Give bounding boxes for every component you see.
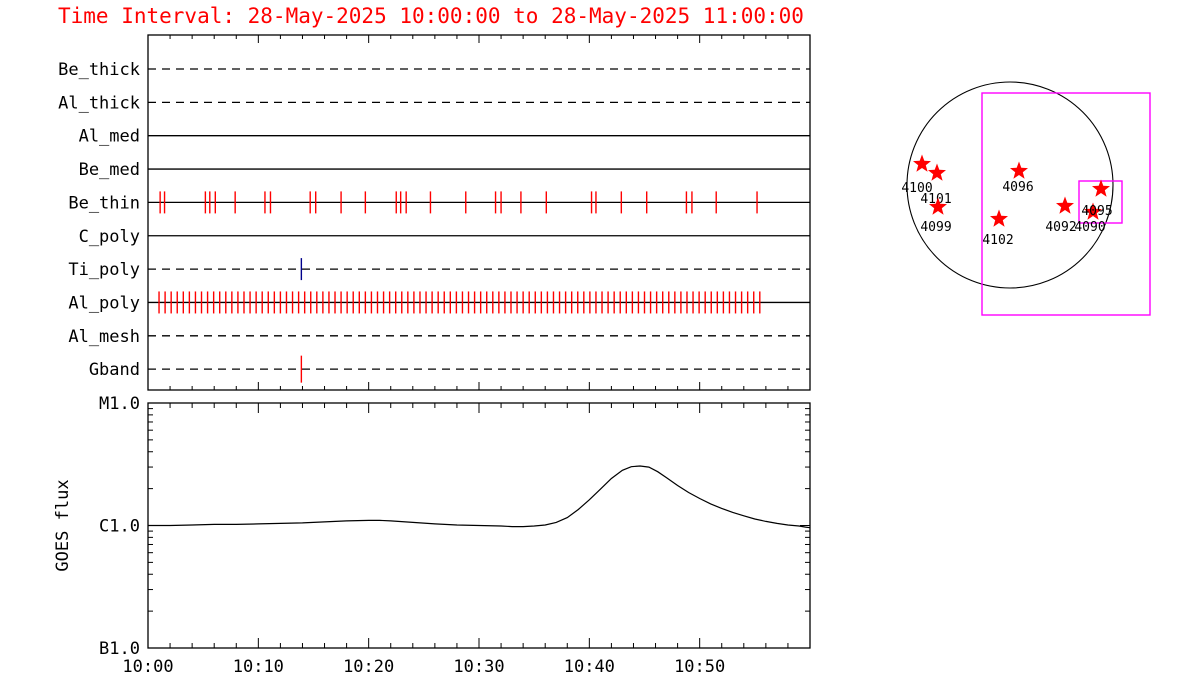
goes-y-tick-label: C1.0 (99, 517, 140, 537)
active-region-label: 4090 (1074, 220, 1105, 235)
filter-row-label: Be_thin (68, 193, 140, 213)
active-region-star-icon (913, 154, 931, 172)
active-region-label: 4092 (1045, 220, 1076, 235)
goes-y-tick-label: M1.0 (99, 394, 140, 414)
active-region-label: 4099 (920, 220, 951, 235)
filter-row-label: Al_med (79, 127, 140, 147)
active-region-star-icon (928, 163, 946, 181)
active-region-label: 4102 (982, 233, 1013, 248)
active-region-label: 4101 (920, 192, 951, 207)
active-region-label: 4100 (901, 181, 932, 196)
plot-title: Time Interval: 28-May-2025 10:00:00 to 2… (58, 4, 804, 28)
goes-x-tick-label: 10:20 (343, 657, 394, 677)
goes-y-tick-label: B1.0 (99, 639, 140, 659)
filter-row-label: Be_thick (58, 60, 140, 80)
goes-x-tick-label: 10:40 (564, 657, 615, 677)
filter-row-label: Al_mesh (68, 327, 140, 347)
goes-x-tick-label: 10:10 (233, 657, 284, 677)
active-region-label: 4095 (1081, 204, 1112, 219)
filter-row-label: Be_med (79, 160, 140, 180)
goes-y-axis-title: GOES flux (53, 479, 73, 571)
timeline-panel-border (147, 34, 811, 391)
filter-row-label: Al_poly (68, 293, 140, 313)
filter-row-label: Gband (89, 360, 140, 380)
active-region-label: 4096 (1002, 180, 1033, 195)
fov-box (981, 92, 1151, 316)
goes-flux-curve (148, 465, 811, 529)
active-region-star-icon (990, 209, 1008, 227)
active-region-star-icon (929, 197, 947, 215)
active-region-star-icon (1010, 161, 1028, 179)
solar-disk-limb (906, 81, 1114, 289)
active-region-star-icon (1084, 202, 1102, 220)
goes-x-tick-label: 10:00 (122, 657, 173, 677)
filter-row-label: Al_thick (58, 93, 140, 113)
goes-x-tick-label: 10:30 (453, 657, 504, 677)
goes-x-tick-label: 10:50 (674, 657, 725, 677)
active-region-star-icon (1092, 179, 1110, 197)
filter-row-label: Ti_poly (68, 260, 140, 280)
active-region-star-icon (1056, 196, 1074, 214)
filter-row-label: C_poly (79, 227, 140, 247)
